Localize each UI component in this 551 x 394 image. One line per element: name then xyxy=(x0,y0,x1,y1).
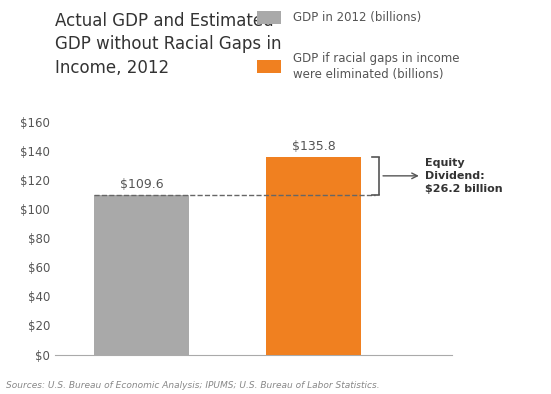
Text: GDP if racial gaps in income
were eliminated (billions): GDP if racial gaps in income were elimin… xyxy=(293,52,460,81)
Bar xyxy=(94,195,189,355)
Text: $109.6: $109.6 xyxy=(120,178,163,191)
Text: Sources: U.S. Bureau of Economic Analysis; IPUMS; U.S. Bureau of Labor Statistic: Sources: U.S. Bureau of Economic Analysi… xyxy=(6,381,379,390)
Text: $135.8: $135.8 xyxy=(292,140,336,153)
FancyBboxPatch shape xyxy=(257,60,281,73)
Text: GDP in 2012 (billions): GDP in 2012 (billions) xyxy=(293,11,422,24)
Text: Equity
Dividend:
$26.2 billion: Equity Dividend: $26.2 billion xyxy=(425,158,503,194)
Text: Actual GDP and Estimated
GDP without Racial Gaps in
Income, 2012: Actual GDP and Estimated GDP without Rac… xyxy=(55,12,282,77)
Bar xyxy=(266,157,361,355)
FancyBboxPatch shape xyxy=(257,11,281,24)
